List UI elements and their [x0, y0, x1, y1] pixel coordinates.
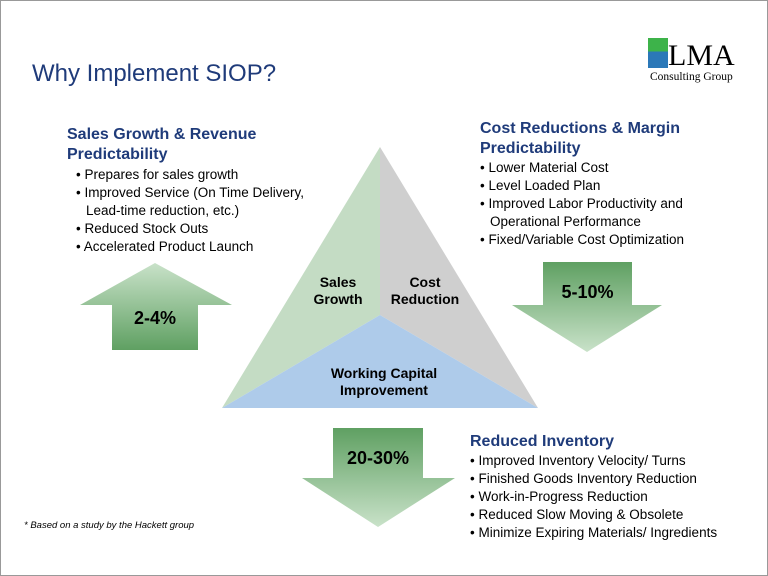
triangle-cost-reduction: [380, 147, 538, 408]
list-item: Prepares for sales growth: [76, 166, 326, 184]
sales-list: Prepares for sales growth Improved Servi…: [76, 166, 326, 256]
list-item: Improved Inventory Velocity/ Turns: [470, 452, 760, 470]
label-working-capital: Working Capital Improvement: [330, 365, 438, 398]
list-item: Level Loaded Plan: [480, 177, 720, 195]
list-item: Accelerated Product Launch: [76, 238, 326, 256]
inventory-list: Improved Inventory Velocity/ Turns Finis…: [470, 452, 760, 542]
triangle-working-capital: [222, 315, 538, 408]
sales-heading: Sales Growth & Revenue Predictability: [67, 126, 257, 163]
cost-value: 5-10%: [561, 282, 614, 302]
down-arrow-cost: [512, 262, 662, 352]
footnote: * Based on a study by the Hackett group: [24, 520, 195, 531]
list-item: Finished Goods Inventory Reduction: [470, 470, 760, 488]
up-arrow: [80, 263, 232, 350]
list-item: Reduced Stock Outs: [76, 220, 326, 238]
list-item: Fixed/Variable Cost Optimization: [480, 231, 720, 249]
list-item: Improved Labor Productivity and Operatio…: [480, 195, 720, 231]
list-item: Improved Service (On Time Delivery, Lead…: [76, 184, 326, 220]
label-cost-reduction: Cost Reduction: [390, 274, 460, 307]
list-item: Minimize Expiring Materials/ Ingredients: [470, 524, 760, 542]
sales-value: 2-4%: [133, 308, 177, 328]
cost-list: Lower Material Cost Level Loaded Plan Im…: [480, 159, 720, 249]
inventory-value: 20-30%: [346, 448, 410, 468]
list-item: Work-in-Progress Reduction: [470, 488, 760, 506]
list-item: Lower Material Cost: [480, 159, 720, 177]
logo-subtext: Consulting Group: [650, 71, 733, 83]
list-item: Reduced Slow Moving & Obsolete: [470, 506, 760, 524]
page-title: Why Implement SIOP?: [32, 60, 277, 87]
logo: LMA Consulting Group: [648, 38, 758, 86]
logo-mark-icon: [648, 38, 668, 68]
cost-heading: Cost Reductions & Margin Predictability: [480, 120, 681, 157]
inventory-heading: Reduced Inventory: [470, 433, 615, 450]
down-arrow-inventory: [302, 428, 455, 527]
logo-text: LMA: [668, 39, 735, 72]
triangle-sales-growth: [222, 147, 380, 408]
label-sales-growth: Sales Growth: [313, 274, 363, 307]
